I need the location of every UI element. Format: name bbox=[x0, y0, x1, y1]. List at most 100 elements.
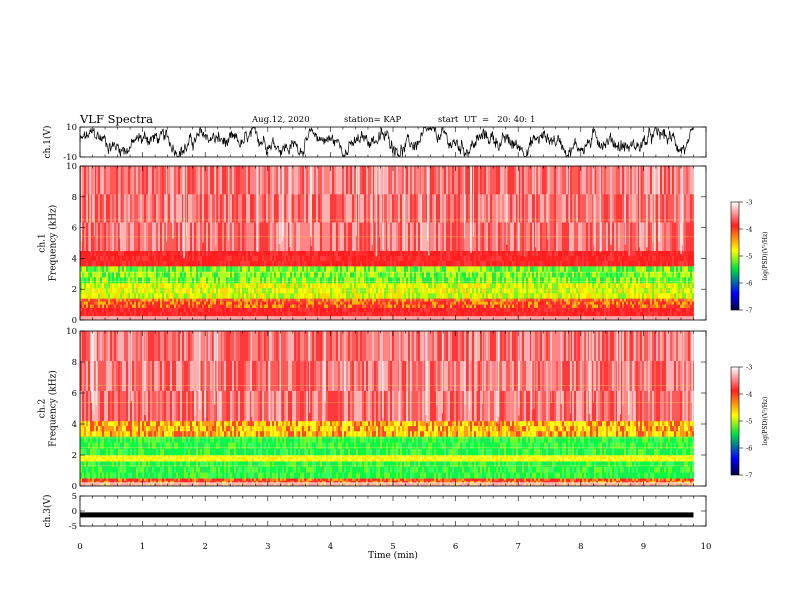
spectrogram-cell bbox=[144, 166, 146, 195]
spectrogram-cell bbox=[384, 271, 386, 278]
spectrogram-cell bbox=[232, 271, 234, 278]
spectrogram-cell bbox=[270, 283, 272, 289]
spectrogram-cell bbox=[476, 255, 478, 262]
spectrogram-cell bbox=[598, 260, 600, 267]
spectrogram-cell bbox=[576, 311, 578, 317]
spectrogram-cell bbox=[352, 277, 354, 284]
spectrogram-cell bbox=[282, 311, 284, 317]
spectrogram-cell bbox=[496, 266, 498, 273]
spectrogram-cell bbox=[212, 301, 214, 305]
spectrogram-cell bbox=[522, 311, 524, 317]
spectrogram-cell bbox=[506, 293, 508, 299]
spectrogram-cell bbox=[382, 250, 384, 257]
spectrogram-cell bbox=[396, 250, 398, 257]
spectrogram-cell bbox=[500, 307, 502, 313]
spectrogram-cell bbox=[218, 271, 220, 278]
spectrogram-cell bbox=[118, 307, 120, 313]
spectrogram-cell bbox=[86, 307, 88, 313]
spectrogram-cell bbox=[350, 255, 352, 262]
spectrogram-cell bbox=[550, 311, 552, 317]
spectrogram-cell bbox=[326, 277, 328, 284]
spectrogram-cell bbox=[244, 293, 246, 299]
spectrogram-cell bbox=[116, 250, 118, 257]
spectrogram-cell bbox=[688, 271, 690, 278]
spectrogram-cell bbox=[656, 293, 658, 299]
spectrogram-cell bbox=[408, 271, 410, 278]
spectrogram-cell bbox=[318, 255, 320, 262]
spectrogram-cell bbox=[148, 304, 150, 308]
spectrogram-cell bbox=[570, 293, 572, 299]
spectrogram-cell bbox=[376, 301, 378, 305]
spectrogram-cell bbox=[606, 311, 608, 317]
spectrogram-cell bbox=[214, 260, 216, 267]
spectrogram-cell bbox=[338, 250, 340, 257]
spectrogram-cell bbox=[478, 293, 480, 299]
spectrogram-cell bbox=[610, 293, 612, 299]
spectrogram-cell bbox=[230, 311, 232, 317]
spectrogram-cell bbox=[274, 307, 276, 313]
spectrogram-cell bbox=[520, 293, 522, 299]
spectrogram-cell bbox=[338, 255, 340, 262]
spectrogram-cell bbox=[284, 283, 286, 289]
spectrogram-cell bbox=[210, 194, 212, 223]
spectrogram-cell bbox=[156, 260, 158, 267]
spectrogram-cell bbox=[452, 271, 454, 278]
spectrogram-cell bbox=[276, 301, 278, 305]
spectrogram-cell bbox=[668, 277, 670, 284]
spectrogram-cell bbox=[324, 250, 326, 257]
spectrogram-cell bbox=[304, 271, 306, 278]
spectrogram-cell bbox=[438, 271, 440, 278]
spectrogram-cell bbox=[356, 250, 358, 257]
spectrogram-cell bbox=[588, 277, 590, 284]
spectrogram-cell bbox=[430, 277, 432, 284]
spectrogram-cell bbox=[646, 260, 648, 267]
spectrogram-cell bbox=[486, 307, 488, 313]
spectrogram-cell bbox=[570, 304, 572, 308]
spectrogram-cell bbox=[498, 301, 500, 305]
spectrogram-cell bbox=[288, 250, 290, 257]
spectrogram-cell bbox=[644, 301, 646, 305]
spectrogram-cell bbox=[338, 277, 340, 284]
spectrogram-cell bbox=[546, 293, 548, 299]
spectrogram-cell bbox=[374, 271, 376, 278]
spectrogram-cell bbox=[202, 311, 204, 317]
spectrogram-cell bbox=[522, 266, 524, 273]
spectrogram-cell bbox=[642, 271, 644, 278]
spectrogram-cell bbox=[120, 166, 122, 195]
spectrogram-cell bbox=[544, 271, 546, 278]
spectrogram-cell bbox=[146, 166, 148, 195]
spectrogram-cell bbox=[112, 260, 114, 267]
spectrogram-cell bbox=[432, 277, 434, 284]
spectrogram-cell bbox=[330, 301, 332, 305]
spectrogram-cell bbox=[504, 293, 506, 299]
spectrogram-cell bbox=[524, 260, 526, 267]
spectrogram-cell bbox=[120, 277, 122, 284]
spectrogram-cell bbox=[522, 250, 524, 257]
spectrogram-cell bbox=[618, 255, 620, 262]
spectrogram-cell bbox=[534, 271, 536, 278]
spectrogram-cell bbox=[276, 307, 278, 313]
spectrogram-cell bbox=[134, 307, 136, 313]
spectrogram-cell bbox=[174, 307, 176, 313]
spectrogram-cell bbox=[312, 307, 314, 313]
spectrogram-cell bbox=[568, 283, 570, 289]
spectrogram-cell bbox=[140, 166, 142, 195]
spectrogram-cell bbox=[626, 307, 628, 313]
spectrogram-cell bbox=[284, 307, 286, 313]
spectrogram-cell bbox=[382, 283, 384, 289]
spectrogram-cell bbox=[412, 307, 414, 313]
spectrogram-cell bbox=[220, 311, 222, 317]
spectrogram-cell bbox=[406, 301, 408, 305]
spectrogram-cell bbox=[636, 283, 638, 289]
spectrogram-cell bbox=[364, 266, 366, 273]
spectrogram-cell bbox=[404, 283, 406, 289]
spectrogram-cell bbox=[188, 307, 190, 313]
spectrogram-cell bbox=[564, 260, 566, 267]
spectrogram-cell bbox=[490, 293, 492, 299]
spectrogram-cell bbox=[378, 255, 380, 262]
spectrogram-cell bbox=[474, 250, 476, 257]
spectrogram-cell bbox=[98, 166, 100, 195]
spectrogram-cell bbox=[434, 266, 436, 273]
spectrogram-cell bbox=[142, 301, 144, 305]
